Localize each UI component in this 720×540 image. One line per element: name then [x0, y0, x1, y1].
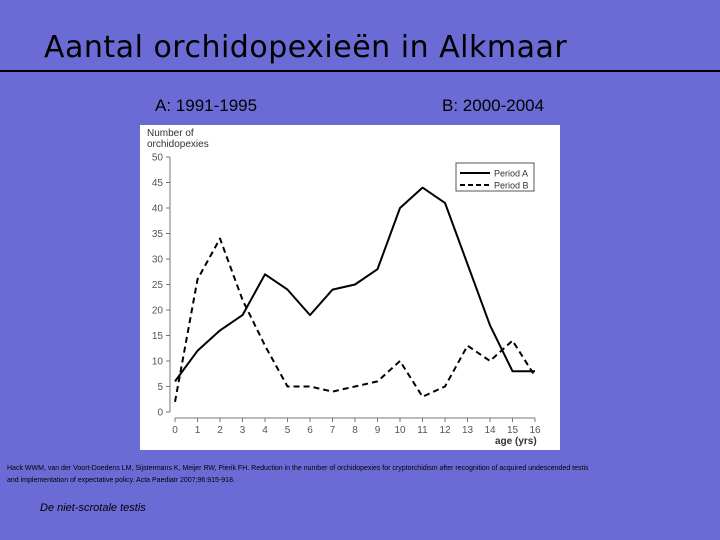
y-tick-label: 45: [152, 178, 164, 189]
x-tick-label: 5: [285, 425, 291, 436]
y-axis-label-line2: orchidopexies: [147, 139, 209, 150]
footer-text: De niet-scrotale testis: [40, 502, 146, 514]
reference-line-1: Hack WWM, van der Voort-Doedens LM, Sijs…: [7, 465, 589, 472]
y-tick-label: 10: [152, 357, 164, 368]
x-tick-label: 4: [262, 425, 268, 436]
legend: Period A Period B: [455, 162, 535, 192]
legend-box: [455, 162, 535, 192]
series-line-period-b: [174, 237, 536, 402]
x-tick-label: 10: [394, 425, 406, 436]
x-tick-label: 0: [172, 425, 178, 436]
y-tick-label: 0: [157, 408, 163, 419]
x-tick-label: 6: [307, 425, 313, 436]
y-tick-label: 40: [152, 204, 164, 215]
x-tick-label: 11: [417, 425, 428, 436]
x-tick-label: 13: [462, 425, 474, 436]
x-tick-label: 7: [330, 425, 336, 436]
reference-line-2: and implementation of expectative policy…: [7, 477, 235, 484]
y-tick-label: 20: [152, 306, 164, 317]
x-axis-label: age (yrs): [495, 436, 537, 447]
x-tick-label: 1: [195, 425, 201, 436]
legend-label: Period A: [494, 169, 528, 179]
y-tick-label: 25: [152, 280, 164, 291]
slide-title: Aantal orchidopexieën in Alkmaar: [44, 30, 568, 65]
x-tick-label: 12: [439, 425, 451, 436]
title-divider: [0, 70, 720, 72]
x-tick-label: 9: [375, 425, 381, 436]
y-tick-label: 5: [157, 382, 163, 393]
x-tick-label: 2: [217, 425, 223, 436]
y-tick-label: 50: [152, 153, 164, 164]
x-tick-label: 3: [240, 425, 246, 436]
x-tick-label: 8: [352, 425, 358, 436]
period-b-label: B: 2000-2004: [442, 96, 545, 115]
period-a-label: A: 1991-1995: [155, 96, 258, 115]
reference-citation: Hack WWM, van der Voort-Doedens LM, Sijs…: [7, 463, 707, 487]
series-layer: [174, 186, 536, 402]
y-axis-label-line1: Number of: [147, 128, 194, 139]
x-tick-label: 16: [529, 425, 541, 436]
series-line-period-a: [174, 186, 535, 382]
y-tick-label: 15: [152, 331, 164, 342]
y-tick-label: 35: [152, 229, 164, 240]
x-tick-label: 15: [507, 425, 519, 436]
orchidopexies-chart: Number of orchidopexies age (yrs) 051015…: [140, 125, 560, 450]
legend-label: Period B: [494, 181, 529, 191]
y-tick-label: 30: [152, 255, 164, 266]
x-tick-label: 14: [484, 425, 496, 436]
